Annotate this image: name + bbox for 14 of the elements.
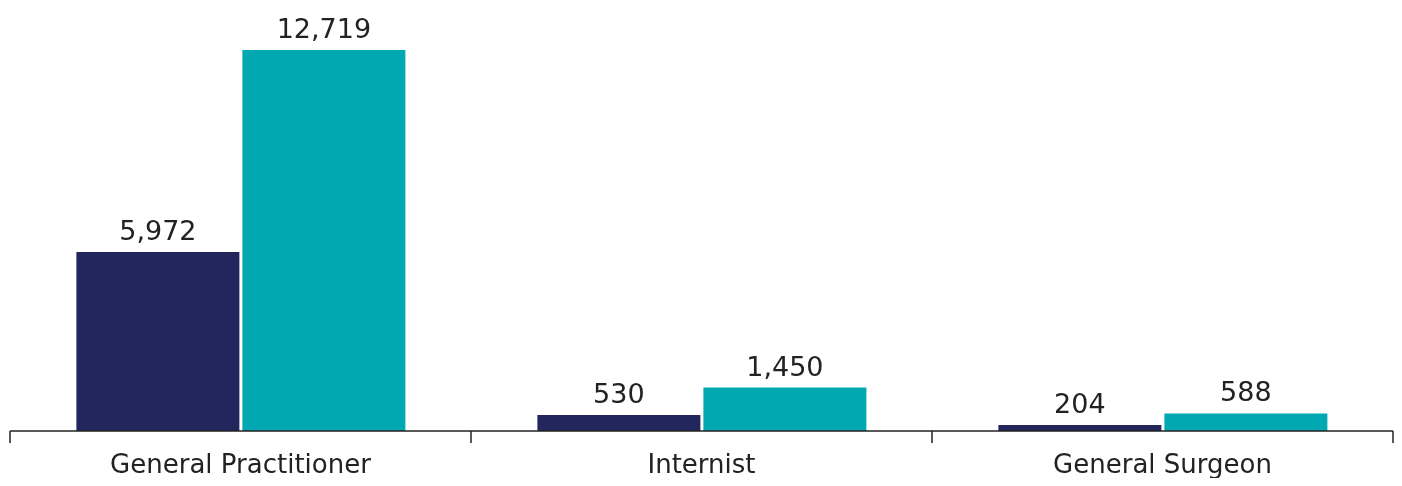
x-tick-label: General Surgeon	[1053, 449, 1272, 479]
bar	[76, 252, 240, 431]
x-tick-label: General Practitioner	[110, 449, 372, 479]
data-label: 12,719	[276, 13, 372, 44]
x-tick-label: Internist	[647, 449, 756, 479]
bar	[703, 387, 867, 431]
data-label: 1,450	[746, 350, 824, 382]
data-label: 530	[593, 378, 645, 410]
data-label: 588	[1220, 376, 1272, 408]
data-label: 5,972	[119, 215, 197, 247]
bar	[242, 50, 406, 431]
bar	[537, 415, 701, 431]
bar	[1164, 413, 1328, 431]
data-label: 204	[1054, 387, 1106, 419]
